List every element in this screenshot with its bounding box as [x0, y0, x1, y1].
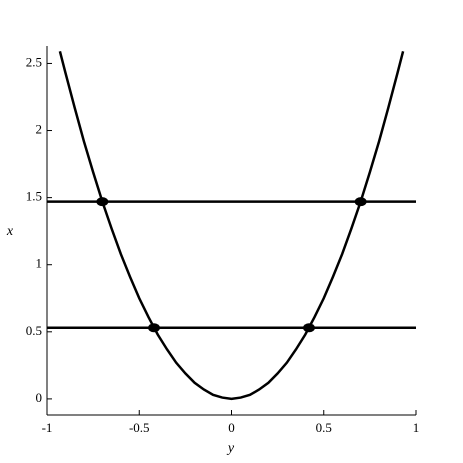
equilibrium-point [354, 197, 367, 207]
x-tick-label: 0 [228, 420, 235, 435]
y-tick-label: 1.5 [26, 189, 42, 204]
x-tick-label: -1 [42, 420, 53, 435]
x-tick-label: 0.5 [316, 420, 332, 435]
equilibrium-point [302, 323, 315, 333]
x-tick-label: 1 [413, 420, 420, 435]
equilibrium-point [96, 197, 109, 207]
y-tick-label: 2 [36, 122, 43, 137]
equilibrium-point [148, 323, 161, 333]
x-tick-label: -0.5 [129, 420, 150, 435]
y-tick-label: 0 [36, 390, 43, 405]
y-tick-label: 0.5 [26, 323, 42, 338]
y-tick-label: 1 [36, 256, 43, 271]
x-axis-label: y [226, 441, 235, 456]
curve [58, 51, 405, 401]
y-tick-label: 2.5 [26, 54, 42, 69]
y-axis-label: x [6, 224, 14, 239]
